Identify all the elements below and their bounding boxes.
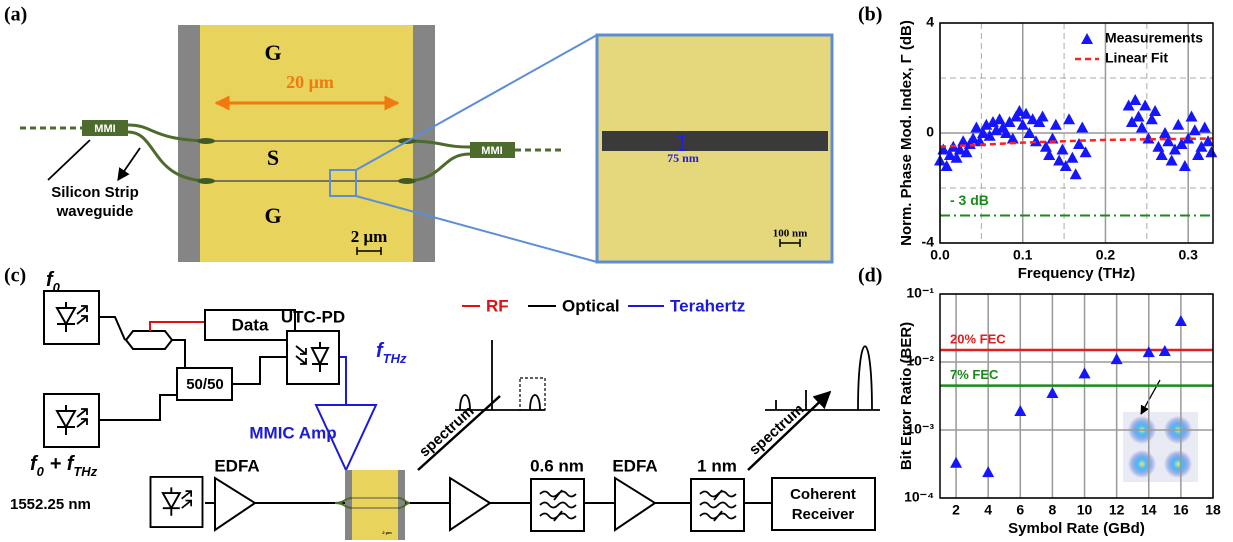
device-image [20,25,832,262]
data-point [1202,135,1214,146]
y-axis-label: Norm. Phase Mod. Index, Γ (dB) [898,20,915,246]
label-part: + f [44,453,76,475]
x-tick-label: 0.2 [1096,247,1116,263]
box-label: Receiver [792,506,855,523]
data-point [950,457,962,468]
legend-swatch [1081,33,1093,44]
subscript: THz [383,351,407,366]
data-point [1076,122,1088,133]
y-tick-label: 0 [926,124,934,140]
chart: 2468101214161810⁻⁴10⁻³10⁻²10⁻¹20% FEC7% … [898,285,1221,537]
data-point [1133,111,1145,122]
pad-label: G [264,203,281,228]
edfa-label: EDFA [612,456,657,475]
panel-label: (d) [858,265,882,287]
legend-label: Optical [562,296,620,315]
constellation-inset [1123,380,1198,482]
x-tick-label: 8 [1049,502,1057,518]
data-point [970,122,982,133]
data-point [1129,94,1141,105]
laser-label: f0 + fTHz [30,453,98,479]
reference-label: 20% FEC [950,331,1006,346]
gap-label: 20 μm [286,72,334,92]
data-point [1111,353,1123,364]
x-tick-label: 4 [984,502,992,518]
x-tick-label: 18 [1205,502,1221,518]
data-point [1050,119,1062,130]
laser-label: 1552.25 nm [10,496,91,513]
x-tick-label: 16 [1173,502,1189,518]
x-tick-label: 12 [1109,502,1125,518]
legend-label: Terahertz [670,296,745,315]
x-tick-label: 2 [952,502,960,518]
x-axis-label: Symbol Rate (GBd) [1008,520,1145,537]
legend-label: RF [486,296,509,315]
legend-label: Linear Fit [1105,50,1168,66]
data-point [1070,168,1082,179]
data-point [1179,160,1191,171]
x-tick-label: 0.3 [1178,247,1198,263]
box-label: Data [232,315,269,334]
panel-label: (b) [858,4,882,26]
data-point [1046,387,1058,398]
y-tick-label: -4 [922,234,935,250]
y-tick-label: 4 [926,14,934,30]
data-point [994,113,1006,124]
reference-label: 7% FEC [950,367,999,382]
box-label: Coherent [790,486,856,503]
scale-label: 100 nm [773,228,808,240]
slot-label: 75 nm [667,151,699,165]
data-point [1063,113,1075,124]
y-tick-label: 10⁻⁴ [904,489,934,505]
box-label: 50/50 [186,376,224,393]
laser-label: f0 [46,269,61,295]
panel-label: (a) [4,4,27,26]
x-tick-label: 14 [1141,502,1157,518]
data-point [1143,346,1155,357]
data-point [982,466,994,477]
spectrum-label: spectrum [416,403,478,461]
data-point [1185,111,1197,122]
data-point [1066,152,1078,163]
data-point [1172,119,1184,130]
data-point [1199,122,1211,133]
data-point [937,144,949,155]
x-axis-label: Frequency (THz) [1018,265,1136,282]
filter-label: 1 nm [697,456,737,475]
subscript: 0 [53,280,61,295]
filter-label: 0.6 nm [530,456,584,475]
x-tick-label: 0.1 [1013,247,1033,263]
data-point [1014,405,1026,416]
data-point [1189,124,1201,135]
pad-label: G [264,40,281,65]
data-point [1037,111,1049,122]
data-point [1079,367,1091,378]
x-tick-label: 10 [1077,502,1093,518]
legend-label: Measurements [1105,30,1203,46]
y-tick-label: 10⁻¹ [906,285,934,301]
reference-label: - 3 dB [950,192,989,208]
mmi-label: MMI [481,145,502,157]
amp-label: MMIC Amp [249,423,336,442]
panel-label: (c) [4,265,26,287]
scale-label: 2 μm [382,530,392,535]
scale-label: 2 μm [351,227,388,246]
pad-label: S [267,145,279,170]
box-label: UTC-PD [281,307,345,326]
figure: (a) (b) (c) (d) G S G 20 μm 2 μm MMI MMI… [0,0,1233,542]
y-axis-label: Bit Error Ratio (BER) [898,322,915,470]
data-point [1175,315,1187,326]
mmi-label: MMI [94,123,115,135]
data-point [1056,144,1068,155]
subscript: THz [73,464,97,479]
data-point [1142,133,1154,144]
x-tick-label: 6 [1016,502,1024,518]
waveguide-label: Silicon Strip [51,184,139,201]
edfa-label: EDFA [214,456,259,475]
waveguide-label: waveguide [56,203,134,220]
thz-label: fTHz [376,340,407,366]
